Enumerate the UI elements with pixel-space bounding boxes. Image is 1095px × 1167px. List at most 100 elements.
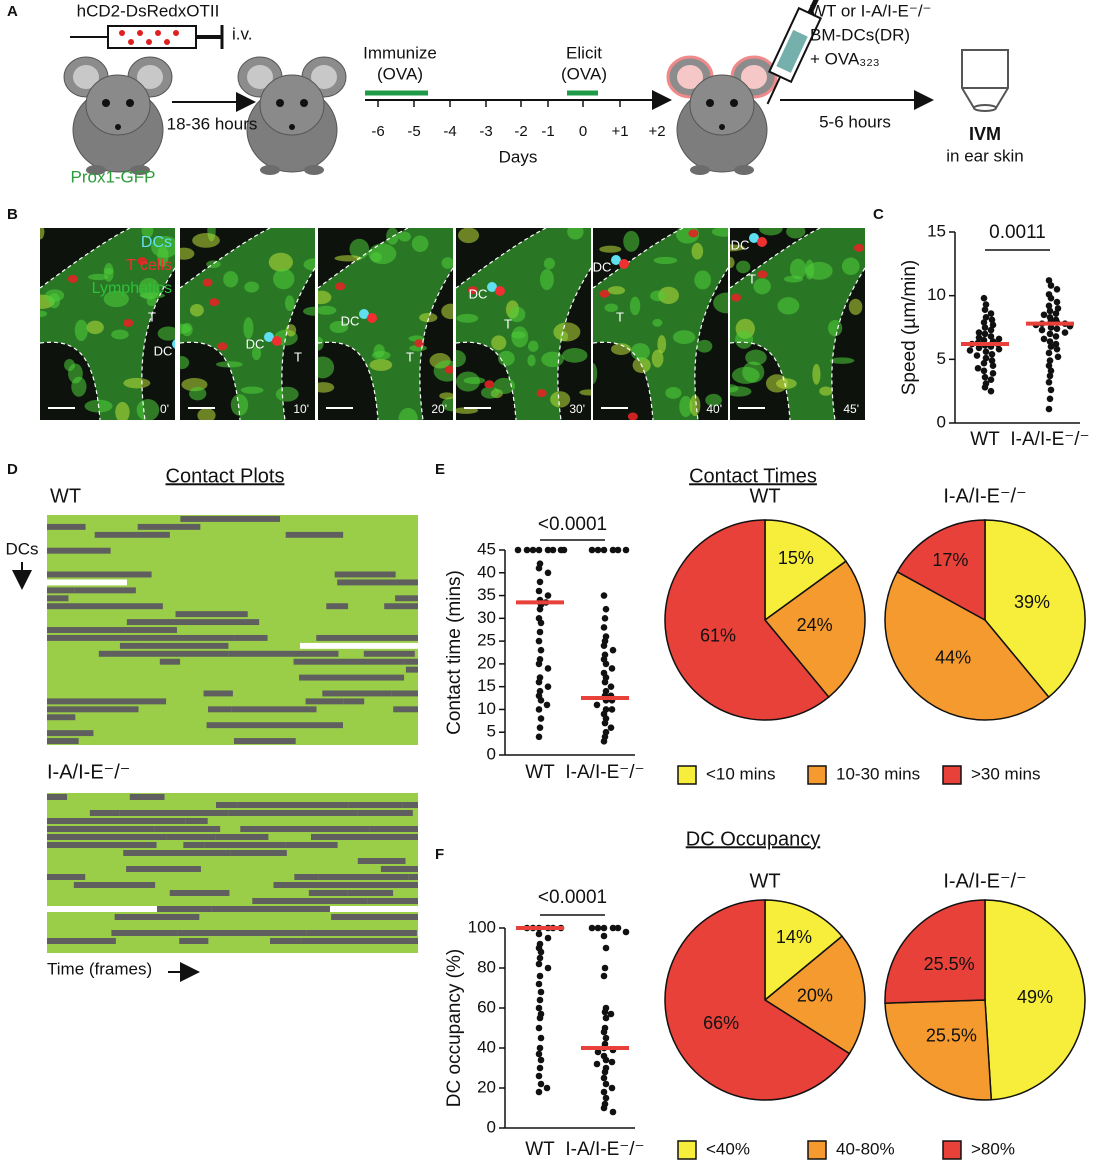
gfp-blob [696,339,713,353]
contact-gap [137,523,201,530]
gfp-blob [371,350,391,360]
panel-letter: B [7,206,18,223]
data-point [544,665,552,672]
vessel-border [419,267,453,420]
data-point [995,335,1003,343]
data-point [536,972,544,980]
gfp-blob [665,387,682,399]
contact-gap [384,603,418,610]
pie-slice [984,899,1086,1101]
gfp-blob [593,363,598,384]
gfp-blob [197,408,216,420]
gfp-blob [541,351,564,368]
no-data [47,906,157,912]
contact-gap [47,730,94,737]
contact-gap [285,531,344,538]
data-point [1047,367,1055,375]
contact-gap [337,579,418,586]
timeline-label: -5 [407,123,420,140]
gfp-blob [731,366,760,384]
objective-lens [973,104,997,112]
gfp-blob [369,359,393,371]
contact-gap [211,906,329,912]
vessel-border [593,228,684,289]
contact-gap [411,938,418,944]
contact-gap [47,595,69,602]
gfp-blob [273,268,295,290]
data-point [594,1048,602,1056]
pie-value-label: 66% [703,1013,739,1033]
gfp-blob [136,399,160,420]
cell-label: T [406,349,414,364]
dc-cell [611,255,621,265]
tcell [495,286,505,296]
contact-gap [234,634,268,641]
contact-gap [166,834,216,840]
data-point [544,683,552,690]
data-point [1045,302,1053,310]
data-point [535,564,543,572]
dc-cell [172,339,175,349]
gfp-blob [318,336,324,351]
legend-swatch [677,1140,697,1160]
gfp-blob [189,386,207,401]
data-point [536,1044,544,1052]
y-tick-label: 0 [487,744,496,763]
gfp-blob [511,331,526,339]
mouse-icon [237,56,347,175]
contact-gap [310,834,418,840]
micrograph: DC T 10' [180,228,315,420]
data-point [607,1010,615,1018]
micrograph-content [730,228,865,420]
panel-letter: D [7,461,18,478]
data-point [982,314,990,321]
contact-gap [73,882,156,888]
gfp-blob [829,357,855,364]
section-title: DC Occupancy [686,828,821,850]
contact-gap [138,634,235,641]
contact-gap [206,722,343,729]
data-point [608,665,616,672]
gfp-blob [629,296,641,316]
gfp-blob [491,335,507,351]
gfp-blob [230,394,249,416]
y-tick-label: 10 [477,699,496,718]
data-point [514,546,522,554]
contact-gap [47,834,167,840]
pie-slice [764,519,847,622]
no-data [47,579,127,586]
gfp-blob [303,258,315,271]
contact-gap [185,818,208,824]
panel-letter: C [873,206,884,223]
gfp-blob [138,277,160,300]
data-point [535,706,543,713]
data-point [1046,372,1054,380]
contact-gap [231,706,317,713]
data-point [1053,345,1061,353]
micrograph-content [456,228,591,420]
mouse-head [689,74,755,136]
pie-slice [764,899,844,1002]
time-label: 10' [293,402,309,416]
tcell-blob [123,319,134,328]
dc-cell [749,233,759,243]
contact-gap [208,706,232,713]
contact-gap [308,890,348,896]
data-point [987,310,995,317]
gfp-blob [713,292,728,314]
mouse-ear-inner [741,65,767,89]
x-tick-label: WT [525,1139,555,1160]
microscopy-legend: Lymphatics [92,280,172,297]
gfp-blob [579,389,591,396]
contact-gap [402,802,418,808]
tcell [757,237,767,247]
y-tick-label: 15 [477,676,496,695]
lymphatic-vessel [318,228,453,420]
gfp-blob [370,252,382,263]
cell-dot [119,30,125,36]
cell-label: DC [593,259,612,274]
data-point [535,1024,543,1032]
data-point [537,1080,545,1088]
schematic-text: hCD2-DsRedxOTII [77,1,220,20]
